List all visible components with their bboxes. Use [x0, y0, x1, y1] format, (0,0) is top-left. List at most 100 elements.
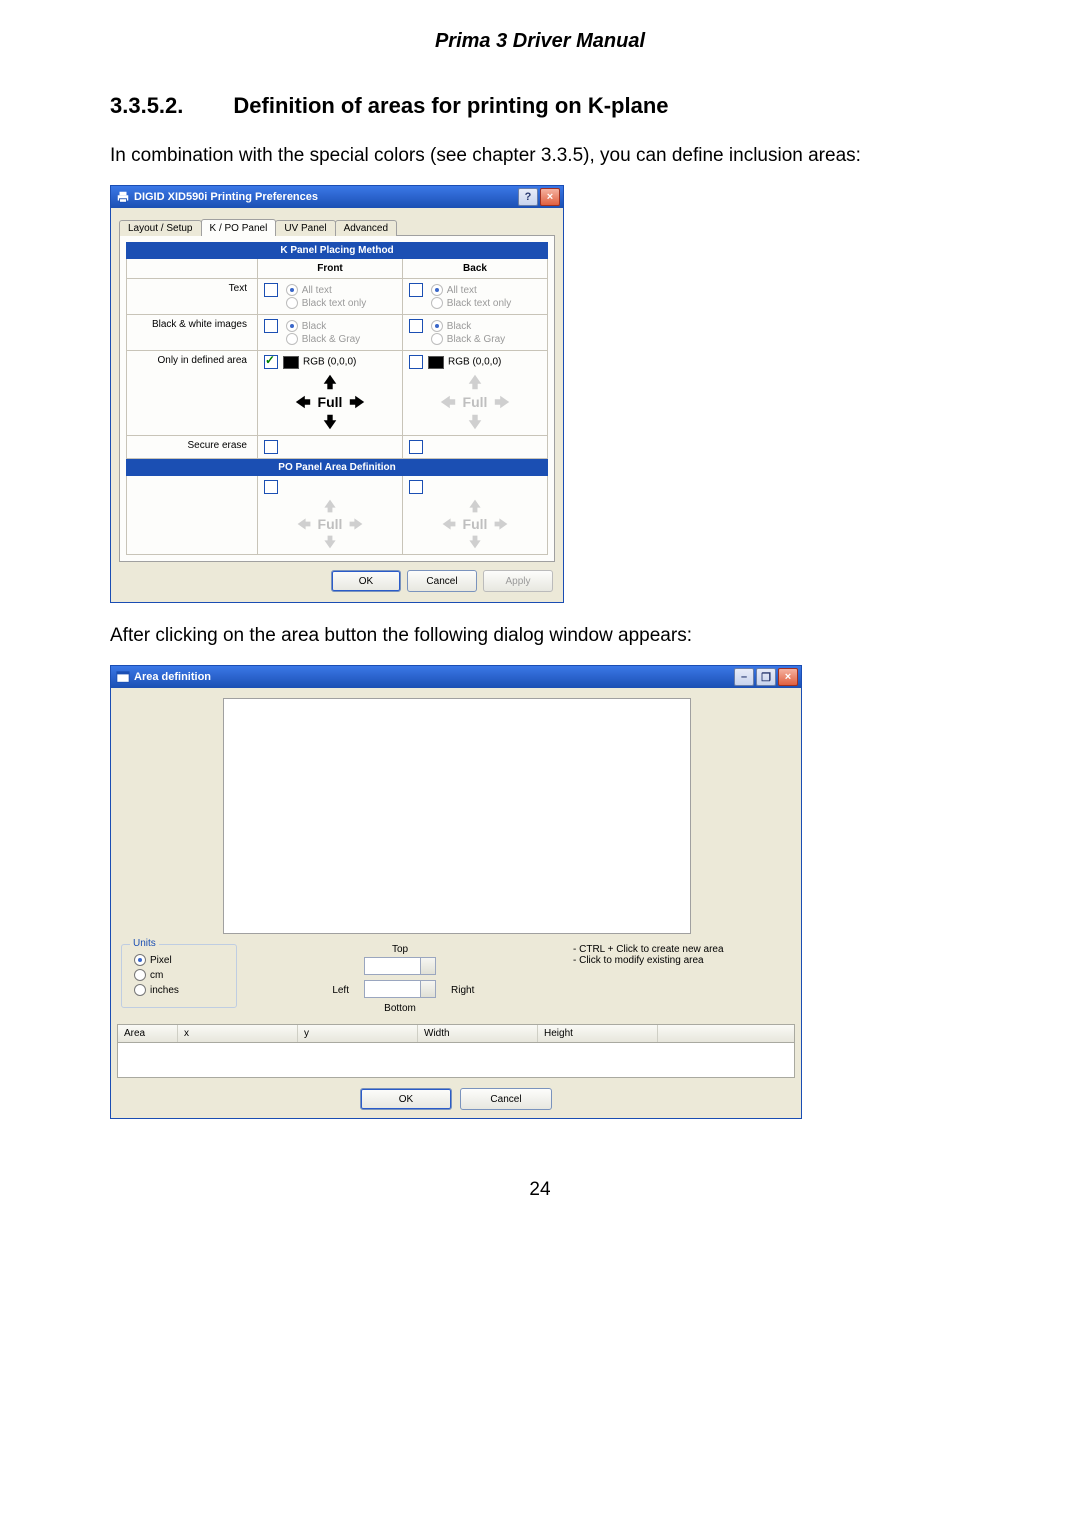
top-label: Top: [355, 944, 445, 955]
coord-grid: Top Left Right Bottom: [259, 944, 541, 1014]
area-back-checkbox[interactable]: [409, 355, 423, 369]
text-back-all[interactable]: All text: [431, 284, 511, 296]
unit-pixel[interactable]: Pixel: [134, 954, 224, 966]
row-area-label: Only in defined area: [127, 351, 257, 436]
po-back-pad: Full: [409, 498, 541, 550]
kpanel-header: K Panel Placing Method: [126, 242, 548, 259]
section-title: Definition of areas for printing on K-pl…: [233, 93, 668, 118]
bw-back-checkbox[interactable]: [409, 319, 423, 333]
arrow-right-icon: [493, 393, 511, 411]
ok-button[interactable]: OK: [331, 570, 401, 592]
text-back-checkbox[interactable]: [409, 283, 423, 297]
cancel-button[interactable]: Cancel: [460, 1088, 552, 1110]
units-legend: Units: [130, 938, 159, 949]
unit-inches[interactable]: inches: [134, 984, 224, 996]
row-bw-label: Black & white images: [127, 315, 257, 351]
minimize-button[interactable]: –: [734, 668, 754, 686]
printer-icon: [116, 190, 130, 204]
area-list-body[interactable]: [117, 1043, 795, 1078]
col-width[interactable]: Width: [418, 1025, 538, 1042]
arrow-down-icon: [466, 413, 484, 431]
tab-k-po-panel[interactable]: K / PO Panel: [201, 219, 277, 236]
unit-cm[interactable]: cm: [134, 969, 224, 981]
arrow-left-icon: [441, 516, 457, 532]
doc-header: Prima 3 Driver Manual: [110, 30, 970, 53]
col-x[interactable]: x: [178, 1025, 298, 1042]
area-back-pad: Full: [409, 373, 541, 431]
col-height[interactable]: Height: [538, 1025, 658, 1042]
arrow-right-icon: [493, 516, 509, 532]
page-number: 24: [110, 1179, 970, 1201]
apply-button[interactable]: Apply: [483, 570, 553, 592]
section-heading: 3.3.5.2. Definition of areas for printing…: [110, 93, 970, 119]
col-y[interactable]: y: [298, 1025, 418, 1042]
bw-front-checkbox[interactable]: [264, 319, 278, 333]
erase-front-checkbox[interactable]: [264, 440, 278, 454]
arrow-up-icon: [466, 373, 484, 391]
arrow-up-icon: [467, 498, 483, 514]
arrow-down-icon: [321, 413, 339, 431]
tab-advanced[interactable]: Advanced: [335, 220, 397, 236]
tab-layout-setup[interactable]: Layout / Setup: [119, 220, 202, 236]
top-input[interactable]: [364, 957, 436, 975]
rgb-swatch-icon: [283, 356, 299, 369]
po-front-pad: Full: [264, 498, 396, 550]
arrow-up-icon: [321, 373, 339, 391]
ok-button[interactable]: OK: [360, 1088, 452, 1110]
dlg1-titlebar: DIGID XID590i Printing Preferences ? ×: [111, 186, 563, 208]
arrow-right-icon: [348, 393, 366, 411]
center-input[interactable]: [364, 980, 436, 998]
left-label: Left: [259, 985, 349, 996]
tab-uv-panel[interactable]: UV Panel: [275, 220, 335, 236]
arrow-right-icon: [348, 516, 364, 532]
help-button[interactable]: ?: [518, 188, 538, 206]
window-icon: [116, 670, 130, 684]
after-text: After clicking on the area button the fo…: [110, 625, 970, 647]
bottom-label: Bottom: [355, 1003, 445, 1014]
tab-panel: K Panel Placing Method Front Back Text A…: [119, 235, 555, 562]
arrow-down-icon: [322, 534, 338, 550]
close-button[interactable]: ×: [540, 188, 560, 206]
po-back-checkbox[interactable]: [409, 480, 423, 494]
col-front: Front: [257, 259, 402, 279]
erase-back-checkbox[interactable]: [409, 440, 423, 454]
text-front-blackonly[interactable]: Black text only: [286, 297, 366, 309]
close-button[interactable]: ×: [778, 668, 798, 686]
rgb-swatch-icon: [428, 356, 444, 369]
bw-back-black[interactable]: Black: [431, 320, 505, 332]
area-front-pad[interactable]: Full: [264, 373, 396, 431]
hints: - CTRL + Click to create new area - Clic…: [573, 944, 724, 966]
text-back-blackonly[interactable]: Black text only: [431, 297, 511, 309]
arrow-left-icon: [296, 516, 312, 532]
bw-front-blackgray[interactable]: Black & Gray: [286, 333, 360, 345]
col-back: Back: [402, 259, 547, 279]
hint-1: - CTRL + Click to create new area: [573, 944, 724, 955]
area-front-checkbox[interactable]: [264, 355, 278, 369]
tab-strip: Layout / Setup K / PO Panel UV Panel Adv…: [119, 216, 555, 236]
section-number: 3.3.5.2.: [110, 93, 183, 119]
text-front-all[interactable]: All text: [286, 284, 366, 296]
right-label: Right: [451, 985, 541, 996]
units-group: Units Pixel cm inches: [121, 944, 237, 1008]
intro-text: In combination with the special colors (…: [110, 145, 970, 167]
bw-back-blackgray[interactable]: Black & Gray: [431, 333, 505, 345]
area-list-header: Area x y Width Height: [117, 1024, 795, 1043]
area-definition-dialog: Area definition – ❐ × Units Pixel cm inc…: [110, 665, 802, 1119]
printing-preferences-dialog: DIGID XID590i Printing Preferences ? × L…: [110, 185, 564, 603]
dlg2-title: Area definition: [134, 671, 211, 683]
maximize-button[interactable]: ❐: [756, 668, 776, 686]
arrow-left-icon: [294, 393, 312, 411]
po-header: PO Panel Area Definition: [126, 459, 548, 476]
area-canvas[interactable]: [223, 698, 691, 934]
cancel-button[interactable]: Cancel: [407, 570, 477, 592]
arrow-up-icon: [322, 498, 338, 514]
dlg1-title: DIGID XID590i Printing Preferences: [134, 191, 318, 203]
col-area[interactable]: Area: [118, 1025, 178, 1042]
bw-front-black[interactable]: Black: [286, 320, 360, 332]
row-erase-label: Secure erase: [127, 436, 257, 459]
row-text-label: Text: [127, 279, 257, 315]
hint-2: - Click to modify existing area: [573, 955, 724, 966]
po-front-checkbox[interactable]: [264, 480, 278, 494]
text-front-checkbox[interactable]: [264, 283, 278, 297]
arrow-down-icon: [467, 534, 483, 550]
